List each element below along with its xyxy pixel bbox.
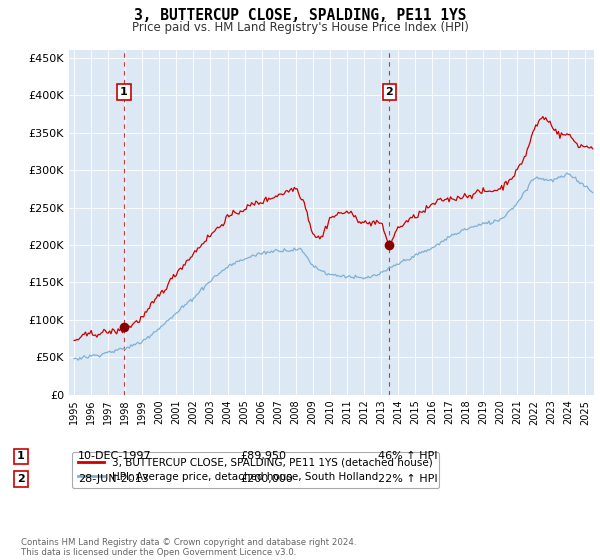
Text: Price paid vs. HM Land Registry's House Price Index (HPI): Price paid vs. HM Land Registry's House … bbox=[131, 21, 469, 34]
Text: 28-JUN-2013: 28-JUN-2013 bbox=[78, 474, 149, 484]
Text: 3, BUTTERCUP CLOSE, SPALDING, PE11 1YS: 3, BUTTERCUP CLOSE, SPALDING, PE11 1YS bbox=[134, 8, 466, 24]
Text: 10-DEC-1997: 10-DEC-1997 bbox=[78, 451, 152, 461]
Text: £200,000: £200,000 bbox=[240, 474, 293, 484]
Text: 46% ↑ HPI: 46% ↑ HPI bbox=[378, 451, 437, 461]
Text: 22% ↑ HPI: 22% ↑ HPI bbox=[378, 474, 437, 484]
Text: £89,950: £89,950 bbox=[240, 451, 286, 461]
Text: 1: 1 bbox=[17, 451, 25, 461]
Text: 1: 1 bbox=[120, 87, 128, 97]
Text: 2: 2 bbox=[17, 474, 25, 484]
Text: Contains HM Land Registry data © Crown copyright and database right 2024.
This d: Contains HM Land Registry data © Crown c… bbox=[21, 538, 356, 557]
Legend: 3, BUTTERCUP CLOSE, SPALDING, PE11 1YS (detached house), HPI: Average price, det: 3, BUTTERCUP CLOSE, SPALDING, PE11 1YS (… bbox=[71, 452, 439, 488]
Text: 2: 2 bbox=[385, 87, 393, 97]
